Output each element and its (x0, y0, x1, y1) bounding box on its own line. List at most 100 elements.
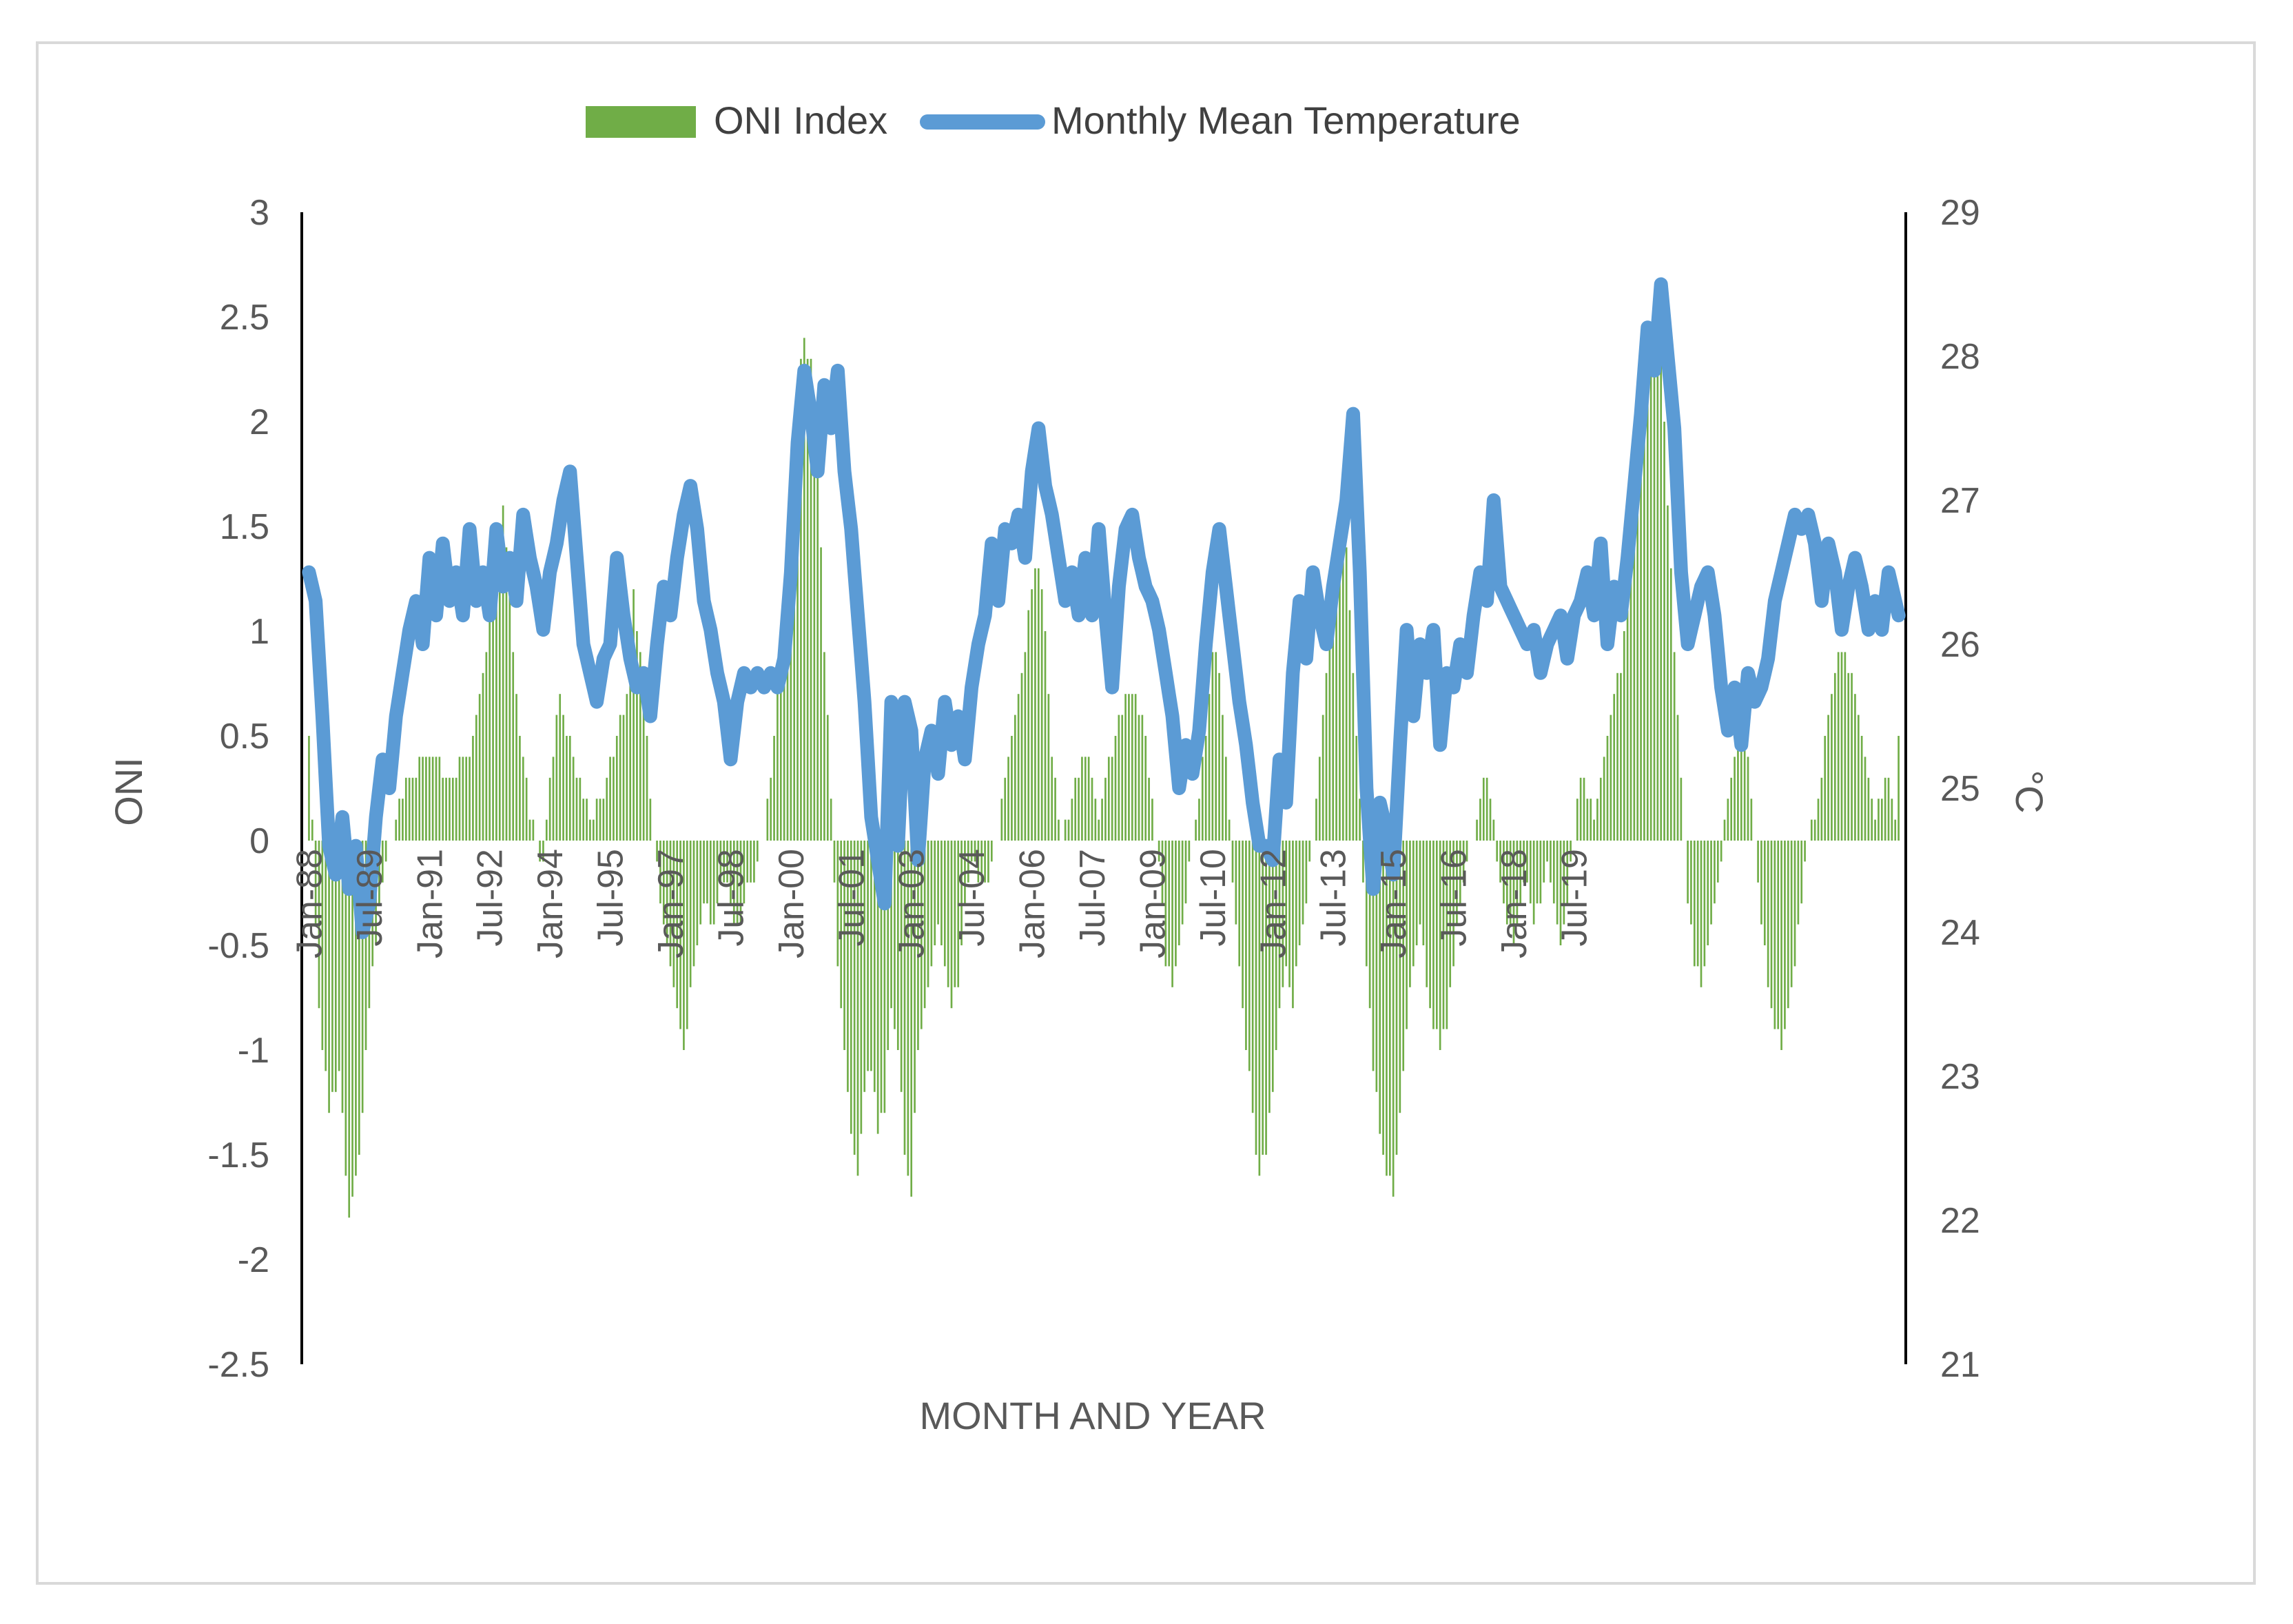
oni-bar (1516, 841, 1519, 925)
oni-bar (1144, 736, 1147, 841)
oni-bar (847, 841, 849, 1092)
oni-bar (753, 841, 755, 883)
oni-bar (659, 841, 661, 904)
oni-bar (318, 841, 320, 1009)
oni-bar (606, 777, 608, 841)
oni-bar (528, 819, 531, 841)
oni-bar (358, 841, 360, 1155)
oni-bar (1804, 841, 1806, 862)
oni-bar (639, 652, 641, 841)
oni-bar (1004, 777, 1007, 841)
oni-bar (1386, 841, 1388, 1176)
oni-bar (970, 841, 973, 862)
oni-bar (1590, 799, 1592, 841)
oni-bar (1034, 568, 1036, 841)
oni-bar (692, 841, 695, 967)
oni-bar (1178, 841, 1180, 945)
oni-bar (649, 799, 652, 841)
oni-bar (548, 777, 551, 841)
oni-bar (1017, 694, 1020, 841)
oni-bar (492, 589, 494, 841)
oni-bar (1007, 757, 1009, 841)
oni-bar (1720, 841, 1723, 862)
oni-bar (803, 338, 805, 841)
oni-bar (398, 799, 400, 841)
oni-bar (1412, 841, 1415, 967)
oni-bar (595, 799, 598, 841)
oni-bar (1606, 736, 1609, 841)
oni-bar (679, 841, 681, 1029)
oni-bar (1780, 841, 1782, 1050)
oni-bar (779, 631, 782, 841)
oni-bar (1341, 526, 1344, 841)
oni-bar (743, 841, 746, 904)
oni-bar (1676, 715, 1679, 841)
right-tick-label: 29 (1940, 193, 1980, 233)
oni-bar (1352, 672, 1355, 841)
oni-bar (345, 841, 347, 1176)
chart-canvas: ONI Index Monthly Mean Temperature 3 2.5 2… (107, 99, 2051, 1437)
oni-bar (1124, 694, 1127, 841)
left-axis-ticks: 3 2.5 2 1.5 1 0.5 0 -0.5 -1 -1.5 -2 -2.5 (207, 193, 269, 1385)
oni-bar (325, 841, 327, 1071)
oni-bar (1523, 841, 1525, 883)
oni-bar (1629, 568, 1632, 841)
oni-bar (1817, 799, 1820, 841)
oni-bar (1700, 841, 1703, 987)
oni-bar (1365, 841, 1368, 967)
oni-bar (1382, 841, 1384, 1155)
oni-bar (348, 841, 351, 1218)
oni-bar (870, 841, 872, 1071)
oni-bar (1492, 819, 1495, 841)
oni-bar (943, 841, 946, 967)
oni-bar (1121, 715, 1124, 841)
oni-bar (1094, 799, 1097, 841)
oni-bar (883, 841, 886, 1113)
oni-bar (1620, 672, 1622, 841)
oni-bar (806, 358, 809, 841)
oni-bar (1714, 841, 1716, 904)
right-tick-label: 22 (1940, 1201, 1980, 1241)
oni-bar (519, 736, 521, 841)
left-tick-label: -0.5 (207, 926, 269, 966)
oni-bar (1020, 672, 1023, 841)
oni-bar (629, 631, 632, 841)
oni-bar (1131, 694, 1133, 841)
oni-bar (525, 777, 528, 841)
oni-bar (1128, 694, 1130, 841)
oni-bar (1315, 799, 1317, 841)
left-tick-label: -2.5 (207, 1345, 269, 1385)
oni-bar (402, 799, 404, 841)
x-tick-label: Jan-88 (289, 849, 329, 958)
oni-bar (937, 841, 939, 925)
oni-bar (1064, 819, 1067, 841)
y-axis-right-title: °C (2008, 770, 2051, 814)
oni-bar (469, 757, 471, 841)
oni-bar (1800, 841, 1803, 904)
x-tick-label: Jan-18 (1494, 849, 1534, 958)
oni-bar (615, 736, 618, 841)
oni-bar (1432, 841, 1435, 1029)
oni-bar (853, 841, 856, 1155)
oni-bar (512, 652, 515, 841)
oni-bar (465, 757, 468, 841)
x-tick-label: Jul-16 (1435, 849, 1474, 947)
oni-bar (1285, 841, 1288, 967)
oni-bar (1880, 799, 1883, 841)
oni-bar (1449, 841, 1452, 987)
oni-bar (1576, 799, 1579, 841)
oni-bar (1054, 777, 1056, 841)
oni-bar (1884, 777, 1886, 841)
oni-bar (1258, 841, 1261, 1176)
oni-bar (1208, 694, 1211, 841)
oni-bar (800, 358, 802, 841)
oni-bar (1840, 652, 1843, 841)
oni-bar (328, 841, 330, 1113)
oni-bar (696, 841, 699, 945)
oni-bar (1586, 799, 1589, 841)
oni-bar (716, 841, 719, 904)
oni-bar (1727, 799, 1729, 841)
x-tick-label: Jul-98 (711, 849, 751, 947)
oni-bar (1051, 757, 1053, 841)
oni-bar (404, 777, 407, 841)
